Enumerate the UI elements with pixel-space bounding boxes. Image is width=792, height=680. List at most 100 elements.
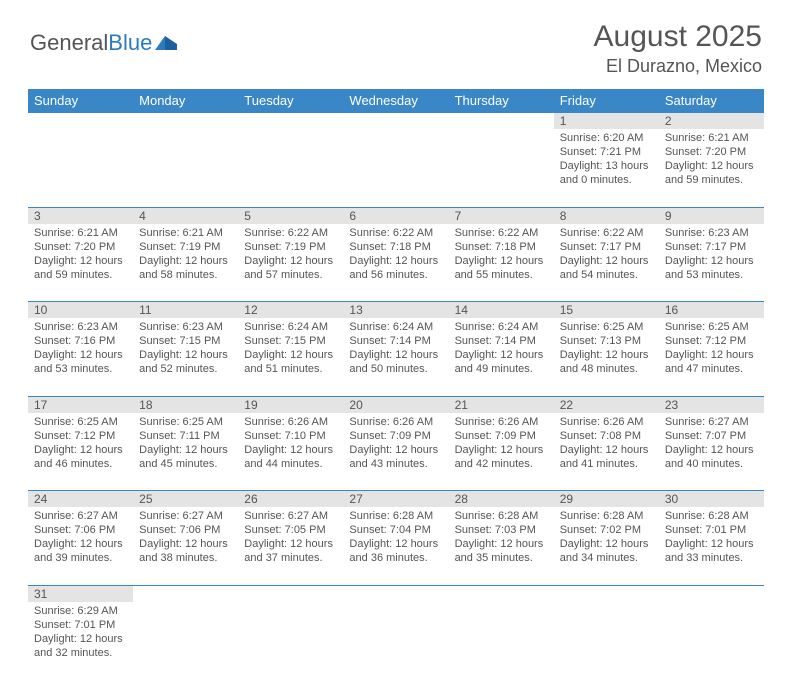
day-info-line: Sunrise: 6:22 AM	[349, 226, 442, 240]
day-info-line: and 58 minutes.	[139, 268, 232, 282]
day-info-row: Sunrise: 6:21 AMSunset: 7:20 PMDaylight:…	[28, 224, 764, 302]
day-number-cell: 11	[133, 302, 238, 319]
day-info-line: Daylight: 12 hours	[139, 348, 232, 362]
day-info-line: Sunrise: 6:26 AM	[455, 415, 548, 429]
day-info-cell	[238, 602, 343, 680]
day-info-cell: Sunrise: 6:27 AMSunset: 7:07 PMDaylight:…	[659, 413, 764, 491]
day-number-cell	[554, 585, 659, 602]
day-info-line: Daylight: 12 hours	[244, 537, 337, 551]
day-info-line: Sunset: 7:14 PM	[455, 334, 548, 348]
day-info-line: Daylight: 12 hours	[244, 443, 337, 457]
day-info-line: and 53 minutes.	[34, 362, 127, 376]
day-info-line: and 55 minutes.	[455, 268, 548, 282]
day-info-line: Sunrise: 6:28 AM	[665, 509, 758, 523]
day-info-line: Sunrise: 6:22 AM	[244, 226, 337, 240]
weekday-header: Friday	[554, 89, 659, 113]
day-info-cell: Sunrise: 6:25 AMSunset: 7:11 PMDaylight:…	[133, 413, 238, 491]
day-number-cell: 27	[343, 491, 448, 508]
day-number-row: 3456789	[28, 207, 764, 224]
day-number-cell: 24	[28, 491, 133, 508]
day-info-line: Daylight: 12 hours	[34, 443, 127, 457]
day-info-line: Sunset: 7:13 PM	[560, 334, 653, 348]
day-number-cell: 23	[659, 396, 764, 413]
day-number-cell	[238, 585, 343, 602]
day-info-line: Sunset: 7:02 PM	[560, 523, 653, 537]
day-info-line: and 59 minutes.	[665, 173, 758, 187]
header: GeneralBlue August 2025 El Durazno, Mexi…	[0, 0, 792, 85]
day-number-cell: 3	[28, 207, 133, 224]
day-info-cell	[28, 129, 133, 207]
day-info-cell: Sunrise: 6:28 AMSunset: 7:04 PMDaylight:…	[343, 507, 448, 585]
day-info-line: and 32 minutes.	[34, 646, 127, 660]
day-info-row: Sunrise: 6:23 AMSunset: 7:16 PMDaylight:…	[28, 318, 764, 396]
day-info-line: Daylight: 12 hours	[244, 254, 337, 268]
day-info-cell	[133, 602, 238, 680]
day-info-cell: Sunrise: 6:26 AMSunset: 7:10 PMDaylight:…	[238, 413, 343, 491]
day-info-line: Daylight: 12 hours	[349, 348, 442, 362]
day-number-cell: 12	[238, 302, 343, 319]
day-number-cell: 28	[449, 491, 554, 508]
day-info-line: Sunrise: 6:28 AM	[455, 509, 548, 523]
day-info-line: Sunset: 7:20 PM	[34, 240, 127, 254]
day-info-cell: Sunrise: 6:25 AMSunset: 7:12 PMDaylight:…	[28, 413, 133, 491]
day-info-line: and 54 minutes.	[560, 268, 653, 282]
day-info-line: Sunrise: 6:22 AM	[560, 226, 653, 240]
page-title: August 2025	[594, 20, 762, 54]
weekday-header: Saturday	[659, 89, 764, 113]
day-info-line: Sunset: 7:18 PM	[349, 240, 442, 254]
day-info-cell: Sunrise: 6:24 AMSunset: 7:15 PMDaylight:…	[238, 318, 343, 396]
day-info-line: Sunset: 7:12 PM	[665, 334, 758, 348]
day-info-line: Sunrise: 6:26 AM	[349, 415, 442, 429]
logo-text-blue: Blue	[108, 30, 152, 56]
day-info-line: and 56 minutes.	[349, 268, 442, 282]
day-info-cell: Sunrise: 6:23 AMSunset: 7:15 PMDaylight:…	[133, 318, 238, 396]
day-info-line: Sunrise: 6:21 AM	[34, 226, 127, 240]
day-info-line: Daylight: 13 hours	[560, 159, 653, 173]
day-info-line: Daylight: 12 hours	[244, 348, 337, 362]
day-info-row: Sunrise: 6:20 AMSunset: 7:21 PMDaylight:…	[28, 129, 764, 207]
day-info-line: Sunset: 7:01 PM	[34, 618, 127, 632]
page-subtitle: El Durazno, Mexico	[594, 56, 762, 77]
day-info-line: Sunrise: 6:27 AM	[34, 509, 127, 523]
weekday-header: Sunday	[28, 89, 133, 113]
day-info-line: Sunset: 7:01 PM	[665, 523, 758, 537]
day-info-line: Sunset: 7:08 PM	[560, 429, 653, 443]
day-info-line: Daylight: 12 hours	[665, 254, 758, 268]
day-info-line: Sunrise: 6:27 AM	[665, 415, 758, 429]
day-info-line: Daylight: 12 hours	[34, 254, 127, 268]
day-info-line: and 41 minutes.	[560, 457, 653, 471]
day-number-cell: 22	[554, 396, 659, 413]
day-info-line: Sunset: 7:09 PM	[455, 429, 548, 443]
day-info-line: Sunrise: 6:26 AM	[244, 415, 337, 429]
day-info-line: Sunrise: 6:25 AM	[560, 320, 653, 334]
day-info-line: and 51 minutes.	[244, 362, 337, 376]
day-info-line: Sunset: 7:20 PM	[665, 145, 758, 159]
day-info-line: Sunrise: 6:21 AM	[665, 131, 758, 145]
day-number-cell: 15	[554, 302, 659, 319]
day-info-line: Sunset: 7:19 PM	[139, 240, 232, 254]
day-info-cell	[343, 129, 448, 207]
day-info-line: Sunset: 7:18 PM	[455, 240, 548, 254]
day-number-cell: 25	[133, 491, 238, 508]
day-number-cell: 17	[28, 396, 133, 413]
day-info-line: Daylight: 12 hours	[560, 348, 653, 362]
day-info-cell: Sunrise: 6:27 AMSunset: 7:05 PMDaylight:…	[238, 507, 343, 585]
day-info-cell: Sunrise: 6:21 AMSunset: 7:20 PMDaylight:…	[659, 129, 764, 207]
day-info-line: and 47 minutes.	[665, 362, 758, 376]
day-info-cell: Sunrise: 6:27 AMSunset: 7:06 PMDaylight:…	[28, 507, 133, 585]
day-number-cell: 7	[449, 207, 554, 224]
day-info-cell	[238, 129, 343, 207]
day-info-line: Sunset: 7:12 PM	[34, 429, 127, 443]
day-number-cell: 26	[238, 491, 343, 508]
day-number-row: 17181920212223	[28, 396, 764, 413]
day-info-line: and 45 minutes.	[139, 457, 232, 471]
day-info-line: Sunset: 7:11 PM	[139, 429, 232, 443]
day-info-line: Sunrise: 6:23 AM	[139, 320, 232, 334]
day-info-cell	[449, 602, 554, 680]
day-number-row: 31	[28, 585, 764, 602]
day-number-cell: 31	[28, 585, 133, 602]
day-info-line: Daylight: 12 hours	[455, 348, 548, 362]
day-info-row: Sunrise: 6:29 AMSunset: 7:01 PMDaylight:…	[28, 602, 764, 680]
day-info-cell	[659, 602, 764, 680]
day-info-cell: Sunrise: 6:22 AMSunset: 7:19 PMDaylight:…	[238, 224, 343, 302]
